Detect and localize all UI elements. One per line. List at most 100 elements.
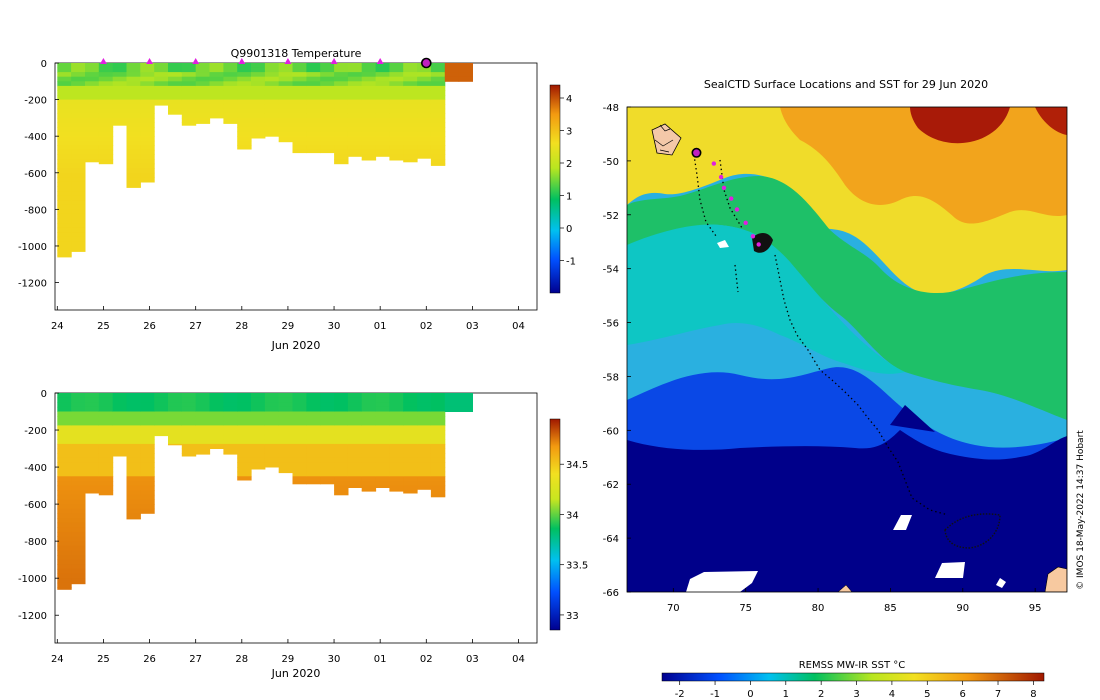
section-cell	[403, 425, 418, 431]
section-cell	[209, 416, 224, 422]
section-cell	[98, 85, 114, 91]
section-cell	[278, 90, 294, 96]
section-cell	[98, 127, 114, 133]
section-cell	[140, 453, 155, 459]
salinity-cells	[57, 393, 473, 590]
section-cell	[223, 85, 238, 91]
section-cell	[98, 95, 114, 101]
section-cell	[71, 145, 86, 151]
section-cell	[57, 555, 72, 561]
map-y-tick-label: -48	[603, 103, 619, 114]
section-cell	[251, 402, 266, 408]
section-cell	[126, 177, 141, 183]
section-cell	[195, 113, 211, 119]
seal-position-marker	[734, 207, 740, 212]
section-cell	[168, 90, 183, 96]
section-cell	[361, 113, 377, 119]
section-cell	[57, 108, 72, 114]
section-cell	[389, 95, 404, 101]
section-cell	[223, 76, 238, 82]
section-cell	[85, 416, 100, 422]
section-cell	[430, 490, 446, 496]
section-cell	[71, 227, 86, 233]
map-colorbar-tick-label: 4	[889, 689, 895, 700]
section-cell	[389, 393, 404, 399]
section-cell	[168, 81, 183, 87]
section-cell	[403, 476, 418, 482]
section-cell	[361, 122, 377, 128]
section-cell	[98, 145, 114, 151]
section-cell	[361, 76, 377, 82]
section-cell	[98, 63, 114, 69]
section-cell	[361, 72, 377, 78]
section-cell	[306, 406, 321, 412]
temperature-title: Q9901318 Temperature	[231, 47, 362, 60]
salinity-panel: 0 -200 -400 -600 -800 -1000 -1200 24 25 26 27 28 29…	[18, 389, 588, 680]
section-cell	[85, 113, 100, 119]
section-cell	[98, 420, 114, 426]
section-cell	[417, 402, 432, 408]
section-cell	[403, 122, 418, 128]
section-cell	[85, 67, 100, 73]
section-cell	[292, 90, 307, 96]
sst-map-panel: SealCTD Surface Locations and SST for 29…	[603, 78, 1086, 700]
section-cell	[98, 117, 114, 123]
section-cell	[71, 127, 86, 133]
section-cell	[71, 250, 86, 252]
section-cell	[71, 573, 86, 579]
section-cell	[251, 443, 266, 449]
section-cell	[334, 471, 349, 477]
section-cell	[292, 72, 307, 78]
section-cell	[320, 406, 335, 412]
seal-position-marker	[750, 234, 756, 239]
section-cell	[264, 434, 280, 440]
section-cell	[403, 443, 418, 449]
current-position-marker	[691, 147, 702, 158]
section-cell	[347, 122, 363, 128]
section-cell	[98, 457, 114, 463]
section-cell	[126, 504, 141, 510]
section-cell	[417, 113, 432, 119]
section-cell	[320, 434, 335, 440]
map-x-tick-label: 95	[1029, 603, 1042, 614]
section-cell	[71, 218, 86, 224]
section-cell	[389, 149, 404, 155]
section-cell	[430, 467, 446, 473]
section-cell	[237, 117, 252, 123]
section-cell	[430, 149, 446, 155]
section-cell	[140, 177, 155, 183]
section-cell	[209, 411, 224, 417]
section-cell	[292, 393, 307, 399]
section-cell	[57, 504, 72, 510]
section-cell	[237, 457, 252, 463]
section-cell	[57, 527, 72, 533]
section-cell	[347, 63, 363, 69]
section-cell	[320, 99, 335, 105]
section-cell	[85, 453, 100, 459]
section-cell	[112, 430, 128, 436]
section-cell	[57, 200, 72, 206]
section-cell	[126, 462, 141, 468]
section-cell	[292, 467, 307, 473]
section-cell	[361, 63, 377, 69]
section-cell	[154, 434, 169, 437]
x-tick-label: 27	[189, 654, 202, 665]
section-cell	[57, 471, 72, 477]
section-cell	[417, 397, 432, 403]
section-cell	[292, 108, 307, 114]
section-cell	[278, 430, 294, 436]
section-cell	[140, 127, 155, 133]
section-cell	[251, 453, 266, 459]
section-cell	[444, 67, 460, 73]
section-cell	[361, 145, 377, 151]
section-cell	[306, 402, 321, 408]
section-cell	[57, 172, 72, 178]
section-cell	[278, 140, 294, 143]
section-cell	[334, 453, 349, 459]
section-cell	[168, 72, 183, 78]
section-cell	[168, 430, 183, 436]
section-cell	[306, 448, 321, 454]
section-cell	[251, 63, 266, 69]
section-cell	[417, 122, 432, 128]
section-cell	[417, 443, 432, 449]
